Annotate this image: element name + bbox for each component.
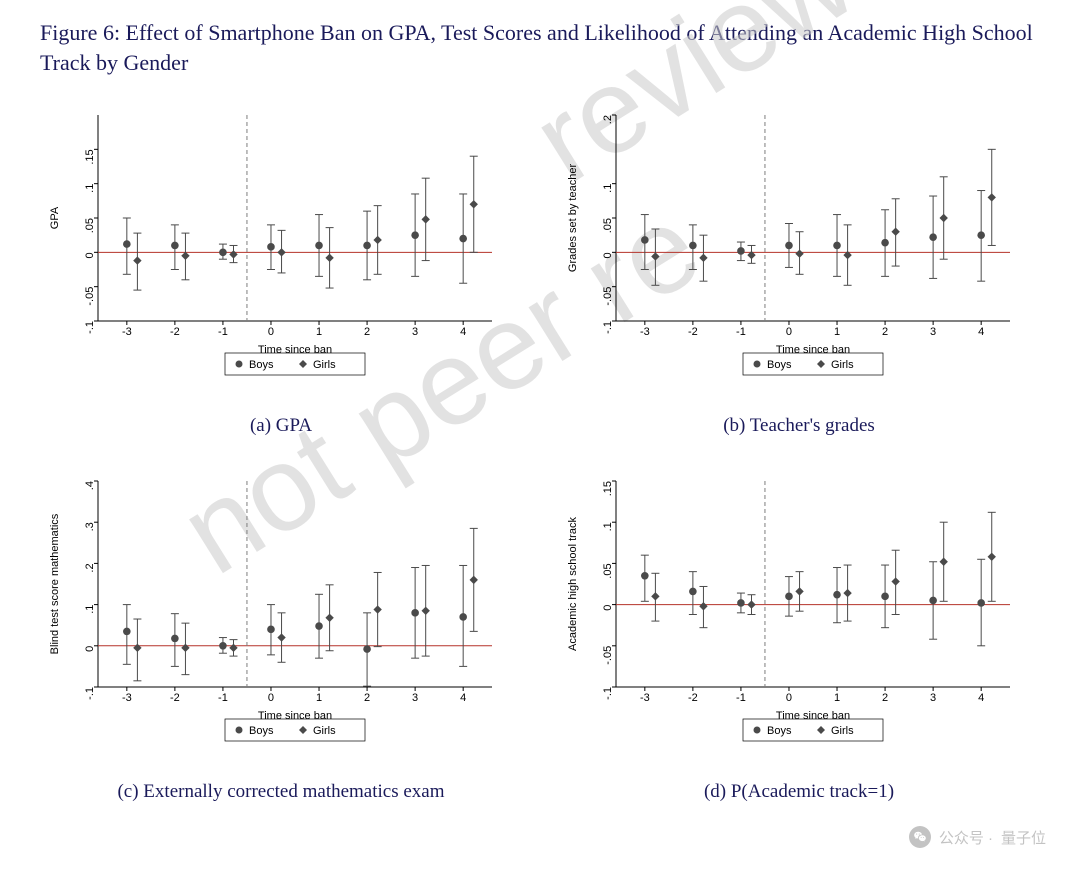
panel-b: -.1 -.05 0 .05 .1 .2 Grades set by teacher -3 -2… (558, 105, 1040, 437)
svg-text:-3: -3 (122, 326, 132, 338)
panel-b-svg: -.1 -.05 0 .05 .1 .2 Grades set by teacher -3 -2… (558, 105, 1020, 405)
svg-text:.05: .05 (602, 218, 614, 233)
svg-text:3: 3 (412, 326, 418, 338)
svg-text:GPA: GPA (49, 207, 61, 230)
svg-text:-.1: -.1 (602, 321, 614, 334)
svg-text:Time since ban: Time since ban (258, 710, 332, 722)
svg-text:0: 0 (786, 326, 792, 338)
svg-text:4: 4 (978, 692, 984, 704)
svg-text:1: 1 (834, 692, 840, 704)
svg-text:Time since ban: Time since ban (258, 344, 332, 356)
panel-a-svg: -.1 -.05 0 .05 .1 .15 GPA -3 -2 -1 0 1 2 3 4 Time since… (40, 105, 502, 405)
svg-text:-.05: -.05 (602, 287, 614, 306)
svg-text:.1: .1 (602, 523, 614, 532)
svg-text:-.05: -.05 (84, 287, 96, 306)
svg-text:Girls: Girls (313, 359, 336, 371)
svg-text:4: 4 (460, 326, 466, 338)
panel-b-caption: (b) Teacher's grades (558, 415, 1040, 437)
svg-text:2: 2 (364, 326, 370, 338)
svg-text:.1: .1 (84, 605, 96, 614)
svg-text:0: 0 (602, 605, 614, 611)
svg-text:1: 1 (834, 326, 840, 338)
svg-text:-1: -1 (218, 326, 228, 338)
svg-text:Academic high school track: Academic high school track (567, 517, 579, 651)
svg-text:1: 1 (316, 326, 322, 338)
svg-text:-.1: -.1 (602, 687, 614, 700)
svg-text:Girls: Girls (831, 359, 854, 371)
svg-text:-.1: -.1 (84, 687, 96, 700)
svg-text:0: 0 (84, 253, 96, 259)
svg-text:0: 0 (268, 326, 274, 338)
svg-text:Time since ban: Time since ban (776, 710, 850, 722)
svg-text:.15: .15 (602, 481, 614, 496)
svg-text:0: 0 (602, 253, 614, 259)
svg-text:3: 3 (930, 326, 936, 338)
svg-text:Grades set by teacher: Grades set by teacher (567, 164, 579, 273)
svg-text:Boys: Boys (249, 359, 274, 371)
panel-d: -.1 -.05 0 .05 .1 .15 Academic high school tra… (558, 471, 1040, 803)
svg-text:-3: -3 (122, 692, 132, 704)
svg-text:Time since ban: Time since ban (776, 344, 850, 356)
svg-text:-.1: -.1 (84, 321, 96, 334)
panel-c-caption: (c) Externally corrected mathematics exa… (40, 781, 522, 803)
panel-c: -.1 0 .1 .2 .3 .4 Blind test score mathematics… (40, 471, 522, 803)
svg-text:3: 3 (412, 692, 418, 704)
svg-text:-3: -3 (640, 326, 650, 338)
svg-text:.05: .05 (84, 218, 96, 233)
svg-text:Boys: Boys (767, 359, 792, 371)
figure-page: Figure 6: Effect of Smartphone Ban on GP… (0, 0, 1080, 872)
svg-text:.05: .05 (602, 564, 614, 579)
svg-text:-2: -2 (688, 326, 698, 338)
signature-name: 量子位 (1001, 827, 1046, 848)
panel-a: -.1 -.05 0 .05 .1 .15 GPA -3 -2 -1 0 1 2 3 4 Time since… (40, 105, 522, 437)
signature-prefix: 公众号 · (939, 827, 993, 848)
figure-title: Figure 6: Effect of Smartphone Ban on GP… (40, 18, 1040, 77)
svg-text:-1: -1 (736, 692, 746, 704)
signature: 公众号 · 量子位 (909, 826, 1046, 848)
svg-text:Girls: Girls (831, 725, 854, 737)
svg-text:Girls: Girls (313, 725, 336, 737)
svg-text:Boys: Boys (767, 725, 792, 737)
svg-text:2: 2 (364, 692, 370, 704)
svg-text:0: 0 (786, 692, 792, 704)
svg-text:4: 4 (460, 692, 466, 704)
svg-text:2: 2 (882, 326, 888, 338)
svg-text:1: 1 (316, 692, 322, 704)
panel-d-caption: (d) P(Academic track=1) (558, 781, 1040, 803)
svg-text:.15: .15 (84, 150, 96, 165)
svg-text:.2: .2 (602, 115, 614, 124)
svg-text:-2: -2 (688, 692, 698, 704)
svg-text:.4: .4 (84, 481, 96, 490)
svg-text:Blind test score mathematics: Blind test score mathematics (49, 514, 61, 655)
svg-text:-.05: -.05 (602, 646, 614, 665)
svg-text:-1: -1 (218, 692, 228, 704)
svg-text:Boys: Boys (249, 725, 274, 737)
svg-text:.3: .3 (84, 523, 96, 532)
panel-a-caption: (a) GPA (40, 415, 522, 437)
svg-text:0: 0 (268, 692, 274, 704)
svg-text:.1: .1 (602, 184, 614, 193)
svg-text:3: 3 (930, 692, 936, 704)
svg-text:4: 4 (978, 326, 984, 338)
svg-text:-1: -1 (736, 326, 746, 338)
svg-text:-2: -2 (170, 692, 180, 704)
svg-text:-3: -3 (640, 692, 650, 704)
svg-text:2: 2 (882, 692, 888, 704)
svg-text:0: 0 (84, 646, 96, 652)
svg-text:-2: -2 (170, 326, 180, 338)
panel-d-svg: -.1 -.05 0 .05 .1 .15 Academic high school tra… (558, 471, 1020, 771)
panel-c-svg: -.1 0 .1 .2 .3 .4 Blind test score mathematics… (40, 471, 502, 771)
panel-grid: -.1 -.05 0 .05 .1 .15 GPA -3 -2 -1 0 1 2 3 4 Time since… (40, 105, 1040, 803)
wechat-icon (909, 826, 931, 848)
svg-text:.1: .1 (84, 184, 96, 193)
svg-text:.2: .2 (84, 564, 96, 573)
